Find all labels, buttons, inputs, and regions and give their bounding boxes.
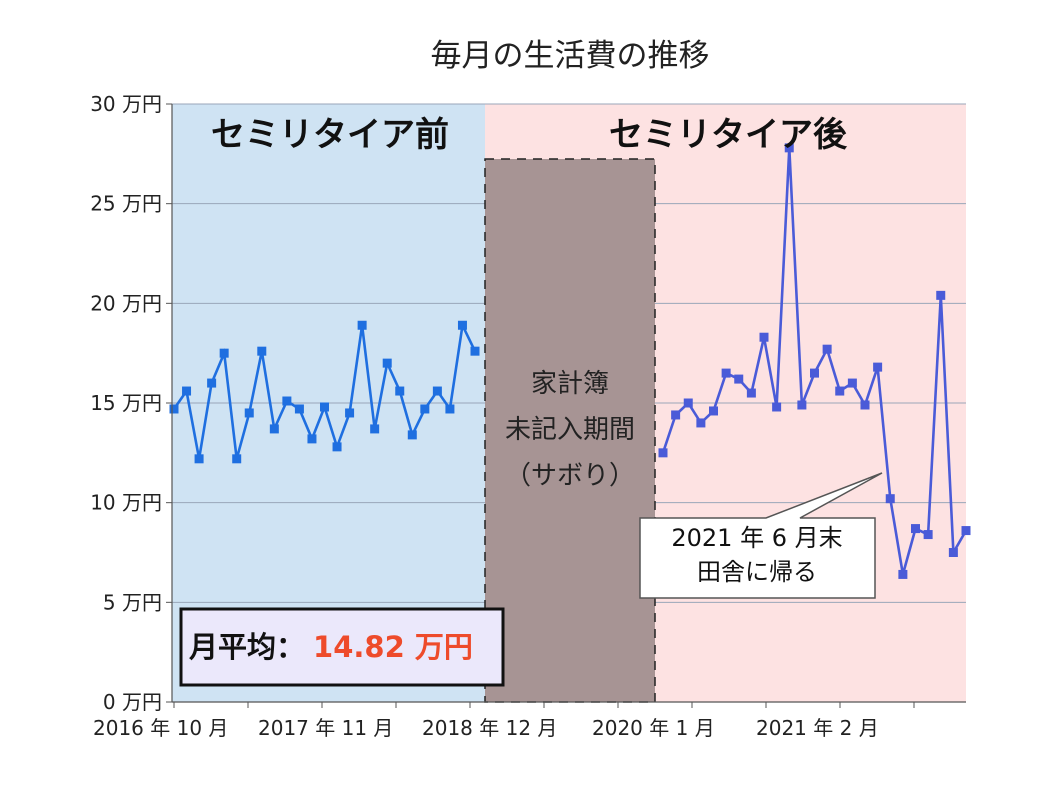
x-tick-label: 2020 年 1 月	[592, 716, 715, 740]
y-tick-label: 15 万円	[90, 391, 162, 415]
data-point	[746, 388, 756, 398]
callout-box	[639, 472, 883, 599]
y-tick-label: 30 万円	[90, 92, 162, 116]
data-point	[244, 408, 254, 418]
data-point	[345, 408, 355, 418]
data-point	[470, 346, 480, 356]
x-tick-label: 2021 年 2 月	[756, 716, 879, 740]
data-point	[734, 374, 744, 384]
gap-label-line: （サボり）	[505, 461, 635, 491]
y-tick-label: 5 万円	[103, 590, 162, 614]
average-label: 月平均：	[188, 630, 305, 664]
data-point	[257, 346, 267, 356]
data-point	[357, 320, 367, 330]
series	[169, 143, 971, 579]
data-point	[307, 434, 317, 444]
y-tick-label: 0 万円	[103, 690, 162, 714]
data-point	[885, 494, 895, 504]
data-point	[207, 378, 217, 388]
region-after-label: セミリタイア後	[609, 115, 848, 155]
region-before-label: セミリタイア前	[211, 115, 449, 155]
data-point	[671, 410, 681, 420]
data-point	[721, 368, 731, 378]
data-point	[332, 442, 342, 452]
data-point	[457, 320, 467, 330]
data-point	[936, 290, 946, 300]
data-point	[911, 524, 920, 534]
callout-line: 田舎に帰る	[697, 558, 817, 586]
data-point	[219, 348, 229, 358]
data-point	[683, 398, 693, 408]
x-tick-label: 2018 年 12 月	[422, 716, 557, 740]
data-point	[696, 418, 706, 428]
callout-line: 2021 年 6 月末	[671, 524, 842, 552]
labels: 毎月の生活費の推移 セミリタイア前 セミリタイア後	[211, 38, 848, 155]
y-tick-label: 25 万円	[90, 192, 162, 216]
data-point	[282, 396, 292, 406]
x-tick-label: 2016 年 10 月	[93, 716, 228, 740]
x-tick-label: 2017 年 11 月	[258, 716, 393, 740]
data-point	[847, 378, 857, 388]
data-point	[370, 424, 380, 434]
y-tick-label: 10 万円	[90, 491, 162, 515]
gap-label-line: 家計簿	[531, 369, 609, 399]
average-box	[179, 607, 505, 687]
data-point	[407, 430, 417, 440]
data-point	[169, 404, 179, 414]
data-point	[395, 386, 405, 396]
data-point	[382, 358, 392, 368]
data-point	[873, 362, 883, 372]
data-point	[269, 424, 279, 434]
data-point	[294, 404, 304, 414]
data-point	[810, 368, 819, 378]
average-value: 14.82 万円	[313, 630, 473, 664]
chart-title: 毎月の生活費の推移	[431, 38, 710, 74]
axes: 0 万円 5 万円 10 万円 15 万円 20 万円 25 万円 30 万円 2016 年 …	[90, 92, 966, 740]
data-point	[961, 526, 971, 536]
data-point	[772, 402, 782, 412]
data-point	[182, 386, 192, 396]
average-text: 月平均： 14.82 万円	[188, 630, 473, 664]
data-point	[784, 143, 794, 153]
data-point	[948, 548, 958, 557]
data-point	[822, 344, 832, 354]
data-point	[860, 400, 870, 410]
data-point	[759, 332, 769, 342]
data-point	[658, 448, 668, 458]
data-point	[835, 386, 845, 396]
data-point	[923, 530, 933, 540]
data-point	[445, 404, 455, 414]
y-tick-label: 20 万円	[90, 291, 162, 315]
gap-box	[484, 158, 656, 703]
data-point	[432, 386, 442, 396]
gap-label-line: 未記入期間	[505, 415, 635, 445]
data-point	[709, 406, 718, 416]
data-point	[194, 454, 204, 464]
data-point	[420, 404, 430, 414]
data-point	[797, 400, 807, 410]
data-point	[898, 569, 908, 579]
data-point	[320, 402, 329, 412]
data-point	[232, 454, 242, 464]
